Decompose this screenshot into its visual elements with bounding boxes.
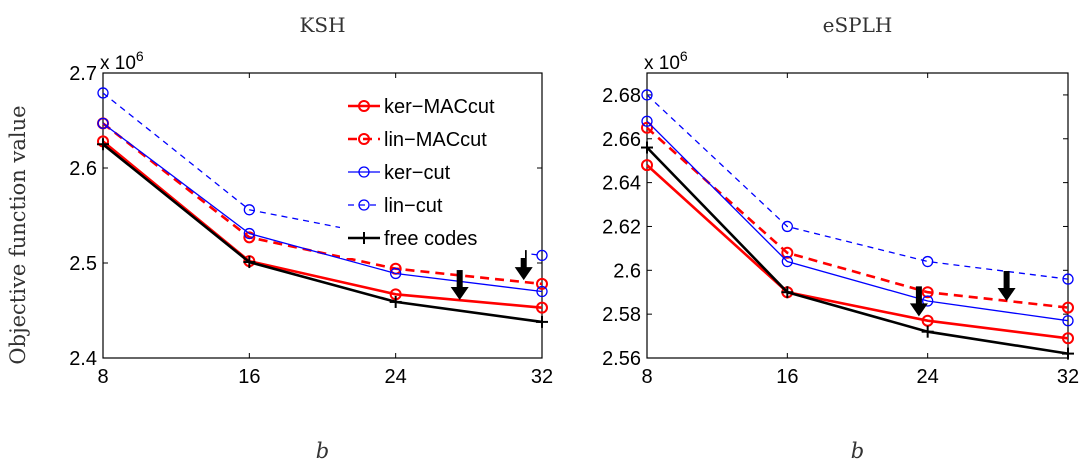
data-point (1062, 273, 1074, 285)
series-4 (97, 138, 548, 328)
data-point (536, 315, 548, 328)
data-point (781, 255, 793, 268)
legend-label: lin−MACcut (384, 129, 487, 151)
legend-marker (358, 100, 370, 112)
legend-label: free codes (384, 228, 477, 250)
y-tick-label: 2.66 (602, 129, 641, 151)
chart-panel-esplh: eSPLH x 106 8 16 24 32 2.56 2.58 2.6 2.62 2.64 2.66… (602, 13, 1079, 463)
data-point (641, 89, 653, 101)
data-point (243, 231, 256, 244)
data-point (97, 138, 109, 151)
annotation-arrow (909, 286, 928, 317)
legend-label: ker−MACcut (384, 96, 495, 118)
data-point (536, 249, 548, 262)
series-1 (641, 121, 1074, 314)
data-point (781, 220, 793, 233)
y-tick-label: 2.7 (69, 63, 97, 85)
series-4 (641, 141, 1074, 360)
data-point (641, 141, 653, 154)
data-point (641, 121, 653, 134)
data-point (389, 295, 402, 308)
axis-multiplier: x 106 (644, 48, 688, 74)
y-tick-label: 2.4 (69, 348, 97, 370)
x-tick-label: 32 (531, 366, 553, 388)
chart-title: eSPLH (823, 13, 893, 37)
y-tick-label: 2.6 (613, 260, 641, 282)
data-point (1062, 332, 1074, 345)
y-tick-label: 2.68 (602, 85, 641, 107)
chart-title: KSH (299, 13, 345, 37)
series-line (646, 146, 1069, 355)
annotation-arrow (514, 250, 533, 281)
x-tick-label: 32 (1057, 366, 1079, 388)
data-point (390, 267, 402, 280)
data-point (781, 286, 794, 299)
legend-marker (358, 166, 370, 178)
data-point (536, 301, 548, 314)
y-tick-label: 2.62 (602, 216, 641, 238)
x-tick-label: 16 (238, 366, 260, 388)
data-point (921, 325, 934, 338)
legend-item: lin−cut (348, 195, 443, 217)
data-point (536, 277, 548, 290)
legend-marker (358, 199, 370, 211)
x-tick-label: 8 (97, 366, 108, 388)
data-point (781, 246, 794, 259)
legend: ker−MACcut lin−MACcut ker−cut lin−cut free c… (340, 86, 525, 258)
x-tick-label: 24 (385, 366, 407, 388)
data-point (536, 285, 548, 298)
series-line (646, 126, 1069, 309)
chart-panel-ksh: KSH x 106 8 16 24 32 2.4 2.5 2.6 2.7 b ker−MACcut li… (69, 13, 553, 463)
data-point (97, 117, 109, 129)
series-line (102, 143, 543, 324)
legend-marker (358, 232, 370, 244)
series-2 (97, 117, 548, 298)
legend-item: ker−MACcut (348, 96, 495, 118)
legend-item: free codes (348, 228, 477, 250)
x-tick-label: 24 (917, 366, 939, 388)
series-0 (641, 159, 1074, 345)
legend-label: lin−cut (384, 195, 443, 217)
data-point (97, 87, 109, 99)
data-point (243, 256, 256, 269)
annotation-arrow (997, 271, 1016, 301)
y-tick-label: 2.56 (602, 348, 641, 370)
series-line (646, 164, 1069, 340)
series-line (646, 94, 1069, 280)
y-axis-label: Objective function value (6, 105, 30, 364)
x-axis-label: b (851, 439, 864, 463)
series-3 (641, 89, 1074, 285)
legend-item: ker−cut (348, 162, 451, 184)
series-2 (641, 115, 1074, 327)
y-tick-label: 2.58 (602, 304, 641, 326)
annotation-arrow (450, 270, 469, 301)
axis-multiplier: x 106 (100, 48, 144, 74)
y-tick-label: 2.5 (69, 253, 97, 275)
legend-marker (358, 133, 370, 145)
plot-area (102, 72, 543, 359)
data-point (641, 115, 653, 127)
series-line (646, 120, 1069, 322)
plot-area (646, 72, 1069, 359)
x-axis-label: b (316, 439, 329, 463)
data-point (641, 159, 653, 172)
data-point (921, 286, 934, 299)
y-tick-label: 2.6 (69, 158, 97, 180)
series-line (102, 122, 543, 293)
data-point (922, 255, 934, 268)
data-point (243, 204, 255, 216)
data-point (1062, 347, 1074, 360)
data-point (1062, 315, 1074, 327)
data-point (922, 295, 934, 307)
legend-label: ker−cut (384, 162, 451, 184)
legend-item: lin−MACcut (348, 129, 487, 151)
series-line (102, 140, 543, 309)
x-tick-label: 16 (776, 366, 798, 388)
x-tick-label: 8 (641, 366, 652, 388)
y-tick-label: 2.64 (602, 173, 641, 195)
data-point (243, 227, 255, 240)
data-point (1062, 301, 1074, 314)
